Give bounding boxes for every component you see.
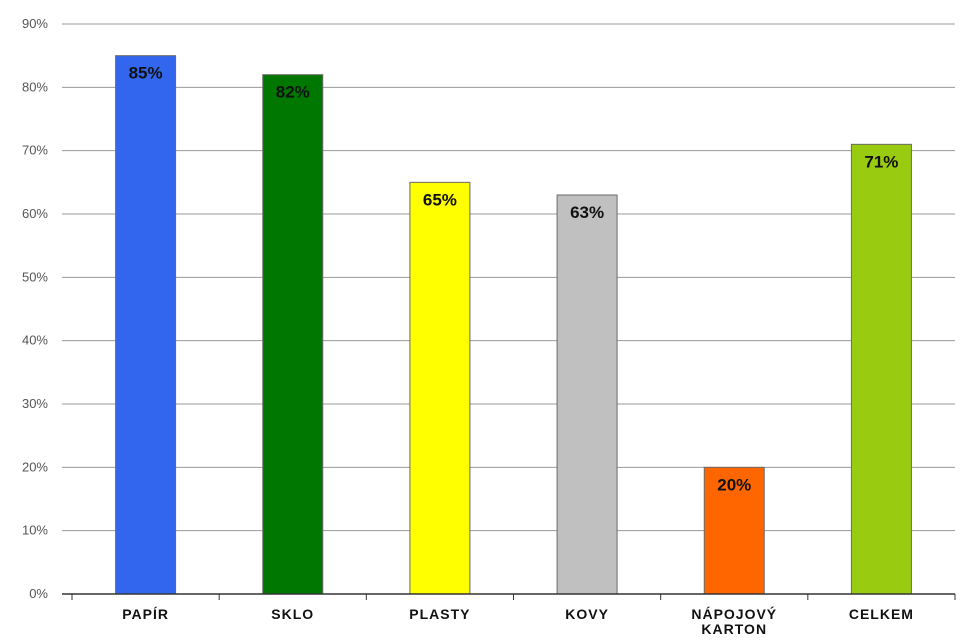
y-axis-tick-labels: 0% 10% 20% 30% 40% 50% 60% 70% 80% 90% xyxy=(22,16,48,601)
y-tick-label: 40% xyxy=(22,333,48,348)
bar-data-label: 63% xyxy=(570,203,604,222)
y-tick-label: 60% xyxy=(22,206,48,221)
bar xyxy=(262,74,324,595)
y-tick-label: 30% xyxy=(22,396,48,411)
y-tick-label: 50% xyxy=(22,269,48,284)
bar-data-label: 20% xyxy=(717,475,751,494)
x-category-label: KOVY xyxy=(565,606,609,622)
x-category-label: PAPÍR xyxy=(122,606,169,622)
y-tick-label: 90% xyxy=(22,16,48,31)
x-category-label: PLASTY xyxy=(409,606,470,622)
x-axis-category-labels: PAPÍR SKLO PLASTY KOVY NÁPOJOVÝ KARTON CELKEM xyxy=(122,605,914,637)
bar xyxy=(409,181,471,595)
bar xyxy=(703,466,765,595)
x-category-label: CELKEM xyxy=(849,606,914,622)
y-tick-label: 20% xyxy=(22,459,48,474)
bar-data-label: 85% xyxy=(129,64,163,83)
bar xyxy=(850,143,912,595)
x-category-label: NÁPOJOVÝ KARTON xyxy=(691,605,777,637)
y-tick-label: 0% xyxy=(29,586,48,601)
bar-data-label: 82% xyxy=(276,83,310,102)
bars xyxy=(115,55,912,595)
data-labels: 85% 82% 65% 63% 20% 71% xyxy=(129,64,899,495)
bar-data-label: 65% xyxy=(423,190,457,209)
x-category-label: SKLO xyxy=(271,606,314,622)
x-axis xyxy=(62,593,956,600)
y-tick-label: 70% xyxy=(22,143,48,158)
y-tick-label: 80% xyxy=(22,79,48,94)
bar xyxy=(556,194,618,595)
y-tick-label: 10% xyxy=(22,523,48,538)
bar-data-label: 71% xyxy=(864,152,898,171)
gridlines xyxy=(62,23,955,532)
bar xyxy=(115,55,177,595)
